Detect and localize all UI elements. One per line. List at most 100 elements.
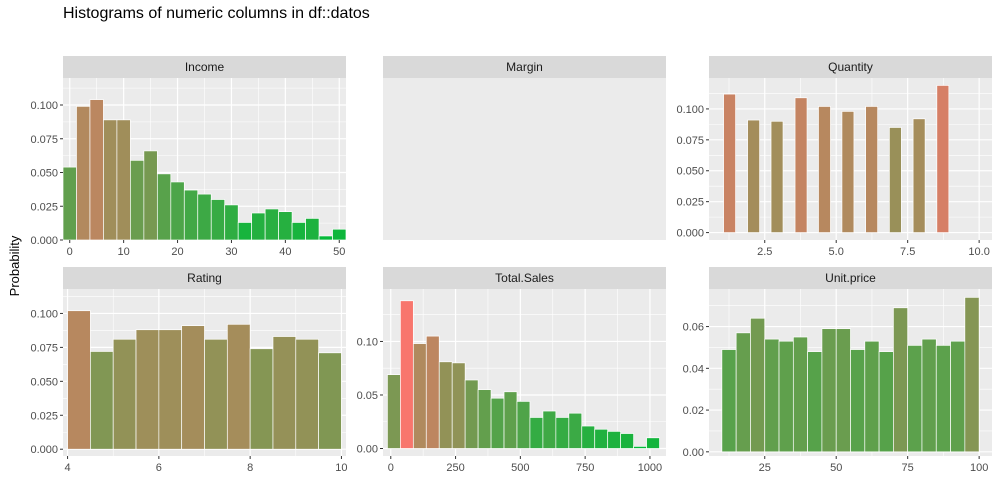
y-tick-label: 0.075 (676, 135, 704, 147)
histogram-bar (921, 338, 937, 453)
histogram-bar (264, 208, 279, 241)
histogram-bar (764, 338, 780, 453)
histogram-bar (425, 335, 440, 449)
histogram-bar (116, 119, 131, 241)
histogram-bar (438, 361, 453, 449)
x-tick-label: 8 (247, 462, 253, 474)
panel-background (383, 78, 666, 240)
histogram-bar (835, 328, 851, 453)
y-tick-label: 0.000 (30, 235, 58, 247)
facet-strip (709, 56, 992, 78)
histogram-bar (865, 106, 879, 233)
histogram-bar (295, 338, 319, 450)
y-tick-label: 0.025 (676, 197, 704, 209)
x-tick-label: 6 (156, 462, 162, 474)
histogram-bar (67, 310, 91, 450)
histogram-bar (224, 204, 239, 241)
histogram-bar (181, 325, 205, 450)
x-tick-label: 4 (65, 462, 71, 474)
histogram-bar (821, 328, 837, 453)
x-tick-label: 0 (388, 462, 394, 474)
histogram-bar (936, 85, 950, 233)
histogram-bar (170, 181, 185, 241)
histogram-bar (794, 97, 808, 233)
x-tick-label: 10 (335, 462, 347, 474)
y-tick-label: 0.00 (357, 444, 378, 456)
histogram-bar (278, 211, 293, 241)
y-tick-label: 0.000 (30, 444, 58, 456)
histogram-bar (542, 410, 557, 449)
histogram-bar (792, 336, 808, 453)
y-axis-label: Probability (7, 235, 22, 296)
histogram-bar (568, 412, 583, 449)
x-tick-label: 20 (171, 246, 183, 258)
y-tick-label: 0.05 (357, 390, 378, 402)
y-tick-label: 0.050 (30, 376, 58, 388)
facet-strip (383, 56, 666, 78)
x-tick-label: 40 (279, 246, 291, 258)
histogram-bar (841, 111, 855, 233)
histogram-bar (156, 173, 172, 241)
histogram-bar (889, 127, 902, 233)
facet-panel-unit-price: Unit.price 0.00 0.02 0.04 0.06 25 50 75 100 (683, 267, 992, 474)
facet-strip (63, 56, 346, 78)
x-tick-label: 500 (511, 462, 529, 474)
histogram-bar (490, 397, 505, 449)
y-tick-label: 0.075 (30, 134, 58, 146)
x-tick-label: 75 (902, 462, 914, 474)
histogram-bar (197, 193, 212, 241)
histogram-bar (850, 349, 866, 453)
histogram-bar (135, 329, 160, 450)
y-tick-label: 0.100 (676, 104, 704, 116)
histogram-bar (332, 228, 347, 241)
histogram-bar (183, 189, 199, 241)
histogram-bar (950, 340, 966, 453)
histogram-bar (964, 297, 980, 453)
histogram-bar (204, 338, 228, 450)
x-tick-label: 250 (446, 462, 464, 474)
y-tick-label: 0.050 (676, 166, 704, 178)
histogram-bar (89, 99, 104, 241)
histogram-bar (770, 120, 784, 233)
x-tick-label: 100 (970, 462, 988, 474)
histogram-bar (318, 352, 342, 450)
histogram-bar (878, 351, 894, 453)
x-tick-label: 7.5 (900, 246, 915, 258)
histogram-bar (747, 119, 760, 233)
y-tick-label: 0.100 (30, 308, 58, 320)
facet-panel-quantity: Quantity 0.000 0.025 0.050 0.075 0.100 2.5 5.0 7… (676, 56, 992, 258)
histogram-bar (112, 338, 137, 450)
histogram-bar (90, 351, 114, 450)
facet-strip-label: Quantity (828, 60, 873, 74)
histogram-bar (76, 105, 91, 241)
histogram-bar (807, 351, 823, 453)
facet-panel-margin: Margin (383, 56, 666, 240)
y-tick-label: 0.10 (357, 336, 378, 348)
x-tick-label: 0 (67, 246, 73, 258)
histogram-bar (464, 379, 479, 449)
histogram-bar (633, 446, 647, 449)
y-tick-label: 0.100 (30, 100, 58, 112)
histogram-bar (620, 433, 634, 449)
facet-panel-rating: Rating 0.000 0.025 0.050 0.075 0.100 4 6 8 10 (30, 267, 348, 474)
histogram-bar (305, 218, 320, 241)
y-tick-label: 0.04 (683, 363, 704, 375)
histogram-bar (210, 199, 226, 241)
histogram-bar (387, 374, 401, 449)
facet-panel-total-sales: Total.Sales 0.00 0.05 0.10 0 250 500 750 1000 (357, 267, 666, 474)
facet-strip-label: Rating (187, 271, 222, 285)
histogram-bar (503, 391, 518, 449)
histogram-bar (594, 428, 609, 449)
y-tick-label: 0.00 (683, 447, 704, 459)
histogram-bar (130, 160, 145, 241)
histogram-bar (412, 343, 427, 449)
facet-strip-label: Income (185, 60, 225, 74)
histogram-bar (62, 166, 77, 241)
y-tick-label: 0.075 (30, 342, 58, 354)
histogram-bar (477, 389, 492, 449)
histogram-bar (158, 329, 183, 450)
x-tick-label: 30 (225, 246, 237, 258)
histogram-bar (237, 222, 253, 241)
histogram-bar (778, 340, 794, 453)
